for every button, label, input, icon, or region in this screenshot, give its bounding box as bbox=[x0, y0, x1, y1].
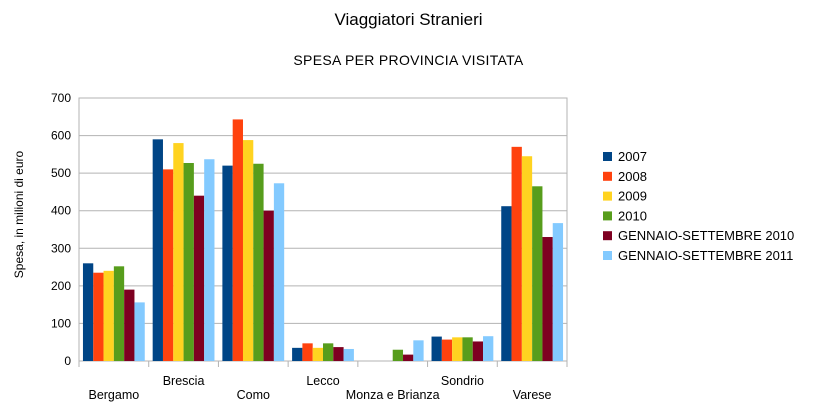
bar bbox=[134, 302, 145, 361]
bar bbox=[542, 237, 553, 361]
bar bbox=[333, 347, 344, 361]
x-tick-label: Como bbox=[237, 388, 270, 402]
bar bbox=[152, 139, 163, 361]
legend-swatch bbox=[603, 152, 612, 161]
y-tick-label: 500 bbox=[51, 166, 71, 180]
bar bbox=[263, 210, 274, 361]
bar bbox=[292, 347, 303, 361]
bar bbox=[521, 156, 533, 361]
bar bbox=[232, 119, 243, 361]
legend-swatch bbox=[603, 191, 612, 201]
legend-label: GENNAIO-SETTEMBRE 2010 bbox=[618, 228, 794, 243]
x-tick-label: Bergamo bbox=[88, 388, 139, 402]
bar bbox=[413, 340, 424, 361]
y-tick-label: 200 bbox=[51, 279, 71, 293]
y-tick-label: 300 bbox=[51, 241, 71, 255]
bar bbox=[273, 183, 285, 361]
legend-label: 2009 bbox=[618, 189, 647, 204]
legend-swatch bbox=[603, 171, 612, 181]
bar bbox=[173, 143, 184, 361]
y-tick-label: 700 bbox=[51, 91, 71, 105]
bar bbox=[483, 336, 494, 361]
legend-label: 2007 bbox=[618, 149, 647, 164]
bar bbox=[222, 165, 233, 361]
bar bbox=[204, 159, 215, 361]
bar bbox=[113, 266, 125, 361]
bar bbox=[162, 169, 174, 361]
x-tick-label: Sondrio bbox=[441, 374, 484, 388]
bar bbox=[242, 140, 254, 361]
y-tick-label: 400 bbox=[51, 204, 71, 218]
bar bbox=[193, 195, 205, 361]
x-tick-label: Varese bbox=[513, 388, 552, 402]
bar bbox=[431, 336, 442, 361]
bar bbox=[552, 223, 564, 361]
bar bbox=[82, 263, 94, 361]
bar bbox=[462, 337, 473, 361]
bar bbox=[103, 270, 114, 361]
legend-swatch bbox=[603, 211, 612, 221]
legend-label: 2008 bbox=[618, 169, 647, 184]
bar bbox=[312, 347, 323, 361]
x-tick-label: Brescia bbox=[163, 374, 205, 388]
bar bbox=[441, 339, 453, 361]
y-tick-label: 600 bbox=[51, 129, 71, 143]
bar bbox=[124, 289, 135, 361]
legend-label: 2010 bbox=[618, 208, 647, 223]
chart-subtitle: SPESA PER PROVINCIA VISITATA bbox=[293, 52, 524, 68]
bar bbox=[343, 348, 354, 361]
bar bbox=[472, 341, 484, 361]
bar bbox=[302, 343, 313, 361]
bar bbox=[403, 354, 414, 361]
bar bbox=[183, 162, 194, 361]
legend-swatch bbox=[603, 251, 612, 260]
legend-label: GENNAIO-SETTEMBRE 2011 bbox=[618, 248, 793, 263]
y-tick-label: 100 bbox=[51, 316, 71, 330]
y-tick-label: 0 bbox=[64, 354, 71, 368]
chart-title: Viaggiatori Stranieri bbox=[334, 10, 483, 29]
bar bbox=[323, 343, 334, 361]
x-tick-label: Lecco bbox=[306, 374, 339, 388]
legend-swatch bbox=[603, 231, 612, 241]
bar bbox=[532, 186, 543, 361]
plot-frame bbox=[78, 97, 568, 362]
bar bbox=[93, 272, 104, 361]
bar bbox=[392, 349, 404, 361]
bar bbox=[511, 146, 522, 361]
y-axis-label: Spesa, in milioni di euro bbox=[12, 150, 26, 278]
bar bbox=[452, 337, 463, 361]
bar bbox=[501, 206, 512, 361]
x-tick-label: Monza e Brianza bbox=[346, 388, 440, 402]
bar bbox=[253, 163, 264, 361]
